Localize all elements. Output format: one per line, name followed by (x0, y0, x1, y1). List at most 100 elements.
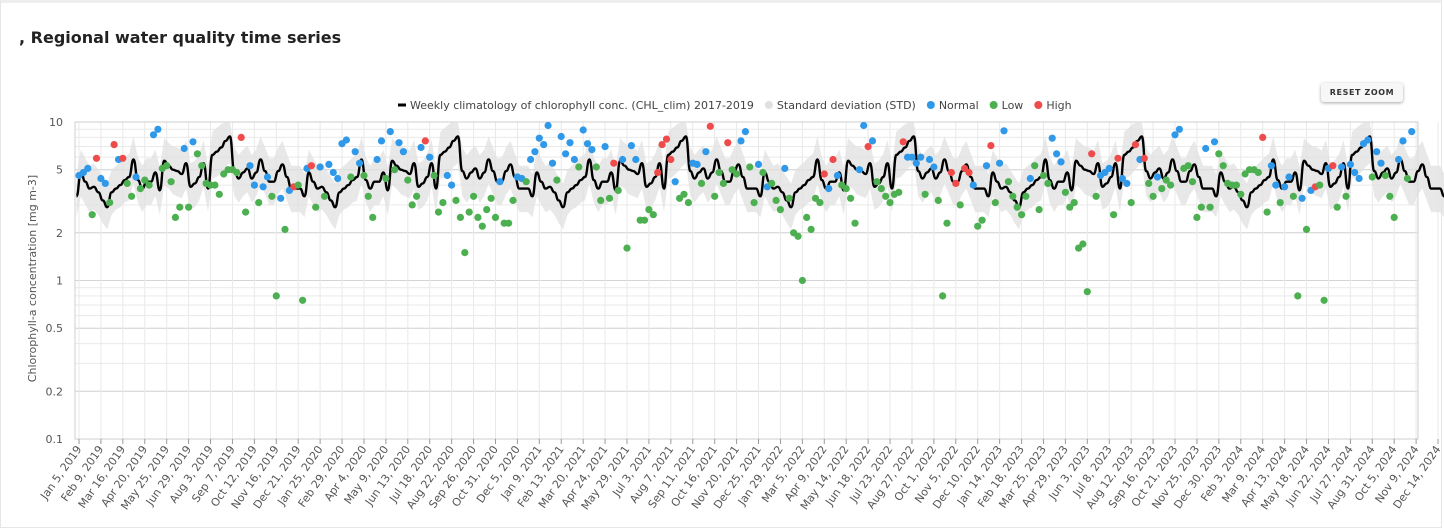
observation-point-high[interactable] (110, 141, 118, 149)
observation-point-low[interactable] (439, 199, 447, 207)
observation-point-low[interactable] (123, 179, 131, 187)
observation-point-low[interactable] (750, 199, 758, 207)
observation-point-normal[interactable] (754, 160, 763, 168)
observation-point-low[interactable] (185, 203, 193, 211)
observation-point-low[interactable] (1079, 240, 1087, 248)
observation-point-normal[interactable] (373, 155, 381, 164)
observation-point-normal[interactable] (1118, 174, 1126, 183)
observation-point-low[interactable] (430, 171, 438, 180)
observation-point-low[interactable] (847, 194, 855, 202)
observation-point-normal[interactable] (1267, 162, 1275, 170)
observation-point-normal[interactable] (566, 139, 574, 147)
observation-point-low[interactable] (1110, 211, 1118, 219)
observation-point-normal[interactable] (540, 141, 548, 149)
observation-point-low[interactable] (211, 181, 219, 189)
observation-point-low[interactable] (215, 190, 223, 198)
observation-point-low[interactable] (299, 296, 307, 304)
observation-point-normal[interactable] (562, 150, 570, 158)
legend-item[interactable]: High (1034, 99, 1072, 112)
observation-point-low[interactable] (171, 213, 179, 221)
observation-point-normal[interactable] (316, 163, 324, 171)
observation-point-low[interactable] (605, 194, 614, 202)
observation-point-low[interactable] (198, 162, 206, 170)
observation-point-low[interactable] (461, 249, 469, 257)
observation-point-normal[interactable] (250, 181, 258, 189)
observation-point-low[interactable] (733, 170, 741, 178)
observation-point-low[interactable] (697, 179, 706, 187)
observation-point-low[interactable] (136, 185, 144, 193)
observation-point-normal[interactable] (356, 159, 364, 167)
observation-point-normal[interactable] (399, 148, 407, 156)
observation-point-normal[interactable] (930, 163, 938, 171)
observation-point-low[interactable] (404, 176, 412, 184)
observation-point-normal[interactable] (868, 137, 877, 145)
observation-point-low[interactable] (645, 206, 653, 214)
observation-point-low[interactable] (369, 213, 377, 221)
observation-point-low[interactable] (811, 194, 820, 202)
observation-point-normal[interactable] (1153, 173, 1162, 181)
observation-point-normal[interactable] (180, 144, 188, 153)
observation-point-low[interactable] (1092, 192, 1100, 200)
observation-point-low[interactable] (1342, 192, 1350, 200)
observation-point-normal[interactable] (632, 155, 640, 164)
observation-point-low[interactable] (719, 179, 728, 187)
observation-point-normal[interactable] (154, 125, 162, 133)
observation-point-normal[interactable] (395, 139, 403, 147)
observation-point-normal[interactable] (386, 128, 394, 136)
observation-point-low[interactable] (1039, 171, 1048, 180)
observation-point-low[interactable] (956, 201, 964, 209)
observation-point-low[interactable] (320, 192, 329, 200)
observation-point-low[interactable] (1390, 213, 1398, 221)
observation-point-low[interactable] (360, 171, 368, 180)
observation-point-high[interactable] (658, 141, 666, 149)
observation-point-low[interactable] (1386, 192, 1394, 200)
observation-point-low[interactable] (684, 199, 693, 207)
observation-point-low[interactable] (452, 196, 460, 204)
observation-point-normal[interactable] (101, 179, 109, 187)
observation-point-normal[interactable] (1026, 174, 1034, 183)
observation-point-normal[interactable] (132, 173, 140, 181)
observation-point-normal[interactable] (833, 171, 842, 180)
observation-point-low[interactable] (1241, 170, 1249, 178)
observation-point-high[interactable] (662, 135, 671, 143)
observation-point-normal[interactable] (860, 121, 868, 130)
observation-point-low[interactable] (1368, 173, 1376, 181)
observation-point-low[interactable] (233, 168, 241, 177)
observation-point-low[interactable] (176, 203, 184, 211)
observation-point-low[interactable] (470, 192, 478, 200)
observation-point-normal[interactable] (741, 128, 750, 136)
observation-point-high[interactable] (1259, 133, 1267, 141)
observation-point-low[interactable] (934, 196, 942, 204)
observation-point-normal[interactable] (531, 148, 539, 156)
observation-point-high[interactable] (1088, 150, 1096, 158)
observation-point-low[interactable] (294, 181, 302, 189)
observation-point-normal[interactable] (702, 148, 710, 156)
observation-point-normal[interactable] (527, 155, 535, 164)
observation-point-low[interactable] (623, 244, 631, 252)
observation-point-low[interactable] (943, 219, 951, 227)
observation-point-low[interactable] (798, 276, 807, 285)
observation-point-normal[interactable] (579, 126, 587, 134)
observation-point-normal[interactable] (908, 153, 916, 161)
observation-point-low[interactable] (873, 178, 881, 186)
observation-point-low[interactable] (255, 199, 263, 207)
observation-point-normal[interactable] (1057, 158, 1065, 166)
observation-point-low[interactable] (1276, 199, 1284, 207)
observation-point-normal[interactable] (912, 159, 920, 167)
observation-point-low[interactable] (413, 192, 421, 200)
observation-point-low[interactable] (978, 216, 986, 224)
observation-point-high[interactable] (237, 133, 245, 141)
observation-point-low[interactable] (1031, 162, 1039, 170)
observation-point-normal[interactable] (548, 159, 557, 167)
observation-point-low[interactable] (391, 166, 399, 174)
observation-point-normal[interactable] (1105, 164, 1113, 172)
observation-point-normal[interactable] (1000, 127, 1008, 135)
observation-point-low[interactable] (759, 168, 767, 177)
observation-point-low[interactable] (1206, 203, 1214, 211)
observation-point-low[interactable] (575, 163, 583, 171)
observation-point-normal[interactable] (1285, 173, 1293, 181)
observation-point-normal[interactable] (1351, 168, 1359, 177)
observation-point-normal[interactable] (1395, 155, 1403, 164)
observation-point-low[interactable] (886, 199, 894, 207)
observation-point-low[interactable] (364, 192, 372, 200)
